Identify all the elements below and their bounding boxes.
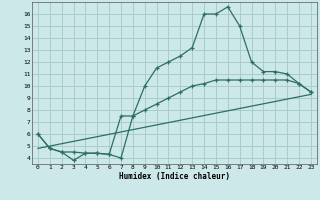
X-axis label: Humidex (Indice chaleur): Humidex (Indice chaleur)	[119, 172, 230, 181]
